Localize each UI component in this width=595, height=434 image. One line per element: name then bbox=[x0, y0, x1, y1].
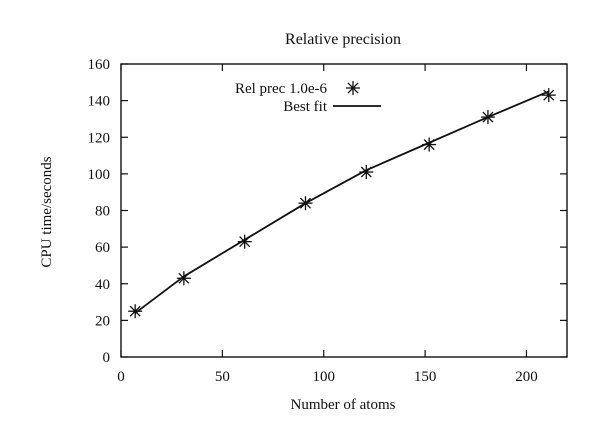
marker-stroke bbox=[423, 139, 435, 151]
x-tick-label: 150 bbox=[414, 369, 437, 385]
y-tick-label: 40 bbox=[95, 277, 110, 293]
marker-stroke bbox=[129, 305, 141, 317]
x-tick-label: 0 bbox=[117, 369, 125, 385]
data-point bbox=[422, 137, 437, 152]
data-point bbox=[237, 234, 252, 249]
marker-stroke bbox=[178, 272, 190, 284]
y-tick-label: 100 bbox=[88, 167, 111, 183]
series-layer bbox=[128, 88, 556, 319]
best-fit-line bbox=[134, 90, 550, 314]
legend-marker bbox=[346, 81, 360, 95]
marker-stroke bbox=[347, 82, 359, 94]
data-point bbox=[176, 271, 191, 286]
y-tick-label: 80 bbox=[95, 204, 110, 220]
plot-frame bbox=[120, 63, 568, 358]
marker-stroke bbox=[482, 111, 494, 123]
data-point bbox=[128, 304, 143, 319]
x-axis-label: Number of atoms bbox=[291, 397, 396, 413]
y-tick-label: 60 bbox=[95, 240, 110, 256]
ticks-layer: 0 50 100 150 200 0 20 40 60 80 100 120 140 160 bbox=[88, 57, 567, 385]
chart-title: Relative precision bbox=[285, 31, 401, 48]
x-tick-label: 200 bbox=[515, 369, 538, 385]
marker-stroke bbox=[360, 166, 372, 178]
y-tick-label: 0 bbox=[103, 350, 111, 366]
data-point bbox=[359, 165, 374, 180]
y-tick-label: 160 bbox=[88, 57, 111, 73]
data-point bbox=[541, 88, 556, 103]
data-point bbox=[298, 196, 313, 211]
y-tick-label: 120 bbox=[88, 130, 111, 146]
data-point bbox=[480, 110, 495, 125]
y-tick-label: 140 bbox=[88, 94, 111, 110]
legend-label: Best fit bbox=[283, 99, 328, 115]
x-tick-label: 50 bbox=[215, 369, 230, 385]
legend: Rel prec 1.0e-6 Best fit bbox=[235, 81, 381, 115]
y-axis-label: CPU time/seconds bbox=[39, 156, 55, 267]
legend-label: Rel prec 1.0e-6 bbox=[235, 81, 328, 97]
marker-stroke bbox=[299, 197, 311, 209]
y-tick-label: 20 bbox=[95, 313, 110, 329]
x-tick-label: 100 bbox=[312, 369, 335, 385]
marker-stroke bbox=[543, 89, 555, 101]
marker-stroke bbox=[239, 236, 251, 248]
